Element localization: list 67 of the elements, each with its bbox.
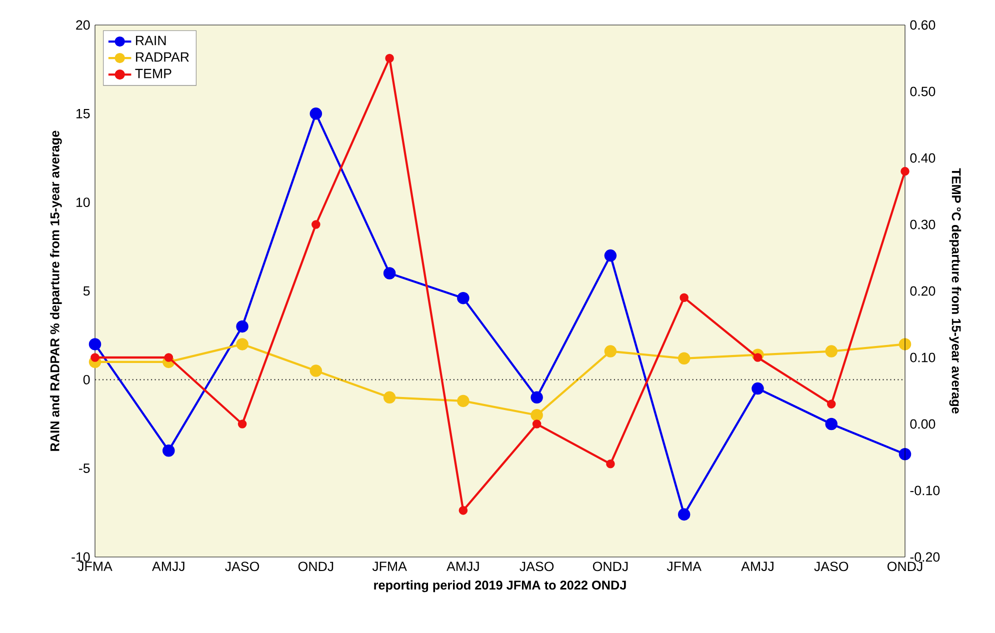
x-tick-label: JFMA <box>78 562 112 572</box>
point <box>310 108 322 120</box>
point <box>458 506 468 515</box>
x-tick-label: JASO <box>814 562 848 572</box>
y2-tick-label: -0.20 <box>910 552 940 562</box>
x-tick-label: JASO <box>225 562 260 572</box>
point <box>898 448 912 460</box>
y2-tick-label: 0.10 <box>910 352 936 362</box>
point <box>900 166 910 176</box>
point <box>532 420 542 428</box>
point <box>312 220 320 229</box>
y2-axis-title: TEMP °C departure from 15-year average <box>949 168 962 414</box>
point <box>90 353 100 362</box>
point <box>457 394 470 408</box>
y-tick-label: 0 <box>83 374 90 384</box>
y2-tick-label: 0.20 <box>910 286 936 296</box>
y-axis-title: RAIN and RADPAR % departure from 15-year average <box>50 130 62 451</box>
point <box>310 364 322 377</box>
x-tick-label: JFMA <box>666 562 702 572</box>
point <box>604 345 617 358</box>
y2-tick-label: 0.50 <box>910 86 936 96</box>
y-tick-label: 20 <box>76 20 90 30</box>
point <box>383 391 396 404</box>
point <box>606 459 615 468</box>
x-tick-label: ONDJ <box>298 562 334 572</box>
point <box>238 420 247 428</box>
point <box>236 320 248 333</box>
point <box>385 54 394 63</box>
point <box>825 345 838 358</box>
legend-label: TEMP <box>135 68 172 78</box>
y-tick-label: -5 <box>79 464 90 473</box>
point <box>898 338 912 350</box>
point <box>604 249 617 262</box>
x-tick-label: JASO <box>520 562 554 572</box>
point <box>678 508 690 521</box>
x-tick-label: AMJJ <box>741 562 774 572</box>
legend-label: RADPAR <box>136 52 189 62</box>
y-tick-label: 5 <box>83 286 90 296</box>
y2-tick-label: 0.30 <box>910 220 936 230</box>
point <box>88 338 102 350</box>
x-tick-label: ONDJ <box>887 562 922 572</box>
point <box>753 353 762 362</box>
x-axis-title: reporting period 2019 JFMA to 2022 ONDJ <box>374 580 626 592</box>
point <box>825 418 838 430</box>
point <box>680 293 689 302</box>
y-tick-label: 10 <box>76 198 90 208</box>
point <box>530 409 543 422</box>
y-tick-label: -10 <box>72 552 90 562</box>
point <box>752 382 764 395</box>
y-tick-label: 15 <box>76 109 90 118</box>
point <box>236 338 248 350</box>
point <box>530 391 543 404</box>
x-tick-label: ONDJ <box>592 562 628 572</box>
y2-tick-label: 0.00 <box>910 419 936 429</box>
x-tick-label: AMJJ <box>152 562 184 572</box>
point <box>678 352 690 365</box>
point <box>164 353 174 362</box>
point <box>457 292 470 304</box>
point <box>383 267 396 280</box>
legend-label: RAIN <box>136 36 166 46</box>
y2-tick-label: 0.40 <box>910 153 936 163</box>
point <box>162 444 175 457</box>
y2-tick-label: 0.60 <box>910 20 936 30</box>
x-tick-label: AMJJ <box>446 562 479 572</box>
y2-tick-label: -0.10 <box>910 486 940 496</box>
point <box>826 400 836 408</box>
x-tick-label: JFMA <box>372 562 407 572</box>
